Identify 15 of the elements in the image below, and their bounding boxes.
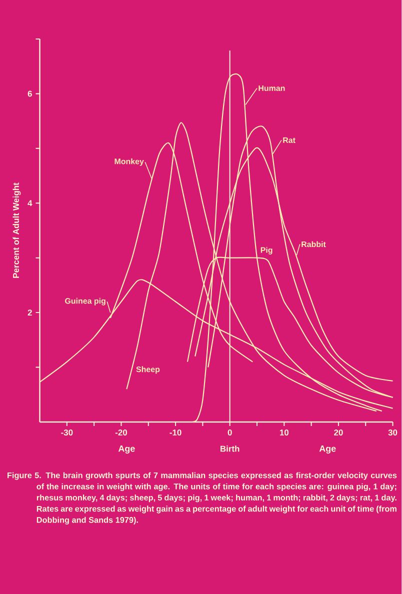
x-tick-label: -20	[116, 430, 128, 436]
ref-line-label: Birth	[220, 446, 240, 452]
text: Age	[319, 446, 336, 454]
y-tick-label: 6	[28, 90, 32, 97]
y-tick-label: 4	[28, 200, 32, 206]
x-tick-label: -30	[61, 430, 73, 436]
x-tick-label: 10	[280, 430, 289, 436]
x-tick-label: 30	[388, 430, 398, 436]
y-tick-label: 2	[28, 310, 32, 316]
x-axis-title: Age	[118, 446, 135, 454]
x-tick-label: -10	[170, 430, 182, 436]
y-axis-title: Percent of Adult Weight	[12, 182, 21, 278]
x-tick-label: 20	[334, 430, 343, 436]
x-tick-label: 0	[228, 430, 232, 436]
caption: Figure 5. The brain growth spurts of 7 mammalian species expressed as first-order velocity curves of the increase in weight with age. The units of time for each species are: guinea pig, 1 day; rhesus monkey, 4 days; sheep, 5 days; pig, 1 week; human, 1 month; rabbit, 2 days; rat, 1 day. Rates are expressed as weight gain as a percentage of adult weight for each unit of time (from Dobbing and Sands 1979).	[8, 472, 397, 524]
